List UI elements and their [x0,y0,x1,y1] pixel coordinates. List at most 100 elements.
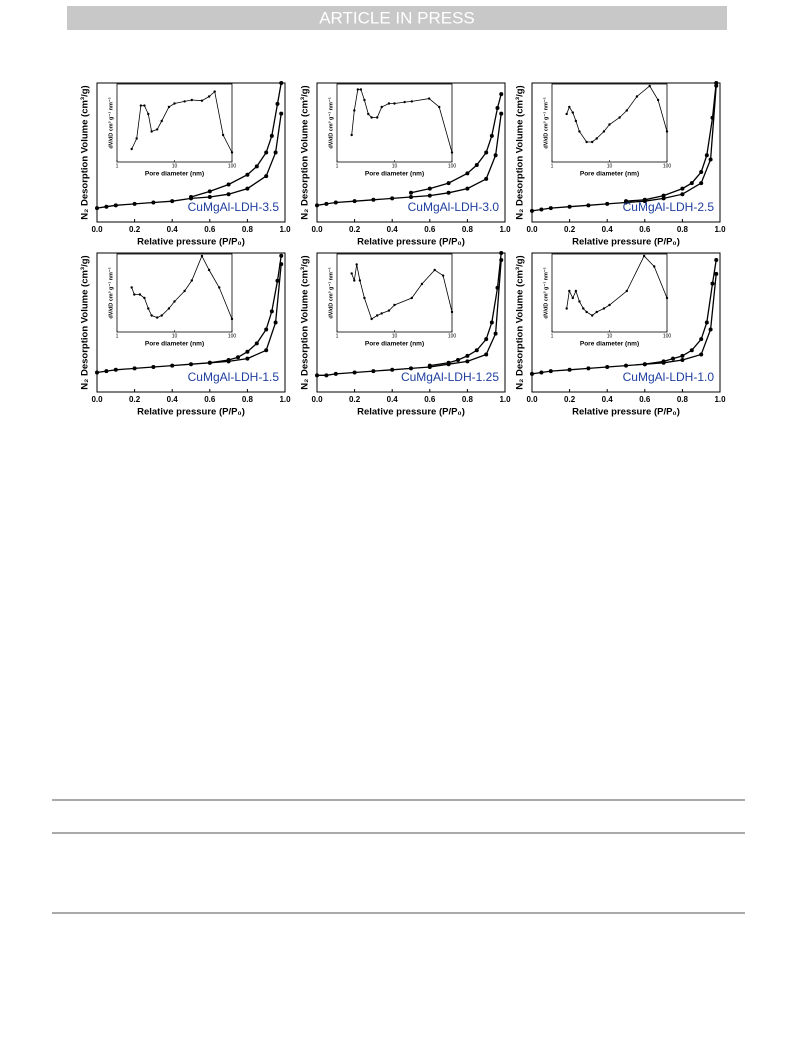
data-point [578,130,581,133]
data-point [474,348,479,353]
data-point [147,307,150,310]
data-point [95,206,99,211]
x-tick-label: 0.4 [387,225,399,234]
data-point [350,133,353,137]
data-point [548,369,553,374]
x-tick-label: 0.8 [677,225,689,234]
data-point [207,95,211,98]
data-point [254,164,259,169]
data-point [653,265,656,268]
data-point [642,362,647,367]
x-tick-label: 0.6 [639,225,651,234]
data-point [427,97,431,100]
data-point [380,105,383,109]
inset-x-tick-label: 10 [392,333,398,339]
x-axis-label: Relative pressure (P/P₀) [357,237,465,248]
inset-y-label: dV/dD cm³ g⁻¹ nm⁻¹ [542,97,549,149]
x-axis-label: Relative pressure (P/P₀) [137,407,245,418]
data-point [213,90,216,93]
sample-label: CuMgAl-LDH-1.5 [188,370,280,384]
data-point [590,140,594,144]
data-point [680,353,685,358]
data-point [648,84,651,88]
data-point [333,200,338,205]
data-point [565,112,568,116]
data-point [699,169,704,174]
x-tick-label: 0.6 [639,395,651,404]
data-point [605,364,610,369]
data-point [548,206,553,211]
data-point [245,186,250,191]
inset-frame [336,83,453,163]
sample-label: CuMgAl-LDH-1.0 [623,370,715,384]
x-axis-label: Relative pressure (P/P₀) [357,407,465,418]
data-point [353,109,356,112]
data-point [226,358,231,363]
data-point [574,119,578,123]
data-point [420,282,424,286]
x-tick-label: 0.4 [602,225,614,234]
data-point [275,101,280,106]
x-tick-label: 1.0 [499,395,511,404]
data-point [352,199,357,204]
data-point [279,111,284,116]
data-point [568,105,571,109]
data-point [130,147,133,151]
data-point [183,100,186,103]
inset-frame [336,253,453,333]
data-point [264,174,269,179]
data-point [183,289,186,293]
inset-y-label: dV/dD cm³ g⁻¹ nm⁻¹ [542,267,549,319]
x-tick-label: 0.2 [564,225,576,234]
data-point [367,112,370,116]
data-point [393,102,396,105]
data-point [465,186,470,191]
x-tick-label: 0.6 [204,395,216,404]
data-point [226,192,231,197]
x-tick-label: 0.4 [167,225,179,234]
data-point [315,203,319,208]
x-axis-label: Relative pressure (P/P₀) [572,407,680,418]
x-tick-label: 0.0 [526,395,538,404]
x-tick-label: 0.8 [677,395,689,404]
data-point [390,196,395,201]
data-point [173,102,176,105]
data-point [567,204,572,209]
data-point [474,163,479,168]
x-tick-label: 0.4 [602,395,614,404]
data-point [595,137,598,140]
plot-frame [531,82,721,223]
data-point [642,197,647,202]
data-point [315,373,319,378]
data-point [333,371,338,376]
data-point [409,194,413,199]
inset-y-label: dV/dD cm³ g⁻¹ nm⁻¹ [327,97,334,149]
x-tick-label: 0.2 [129,395,141,404]
y-axis-label: N₂ Desorption Volume (cm³/g) [300,255,311,389]
inset-x-label: Pore diameter (nm) [145,171,204,178]
data-point [167,105,171,109]
data-point [393,303,396,307]
inset-x-tick-label: 1 [551,163,554,169]
data-point [465,359,470,364]
data-point [226,182,231,187]
data-point [602,307,606,310]
x-axis-label: Relative pressure (P/P₀) [137,237,245,248]
series-line [566,85,668,143]
x-tick-label: 0.0 [311,225,323,234]
data-point [625,289,629,293]
inset-x-tick-label: 1 [336,333,339,339]
x-tick-label: 0.8 [242,395,254,404]
data-point [586,366,591,371]
data-point [324,201,329,206]
data-point [409,366,413,371]
data-point [708,327,713,332]
data-point [665,130,669,133]
data-point [495,285,500,290]
data-point [264,327,269,332]
y-axis-label: N₂ Desorption Volume (cm³/g) [515,85,526,219]
data-point [390,367,395,372]
data-point [254,341,259,346]
